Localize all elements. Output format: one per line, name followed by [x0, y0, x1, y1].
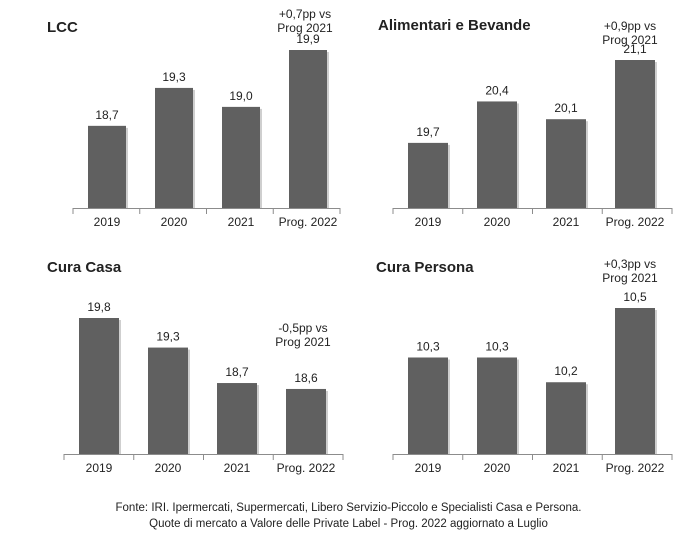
bar: [217, 383, 257, 454]
x-tick-label: Prog. 2022: [277, 461, 336, 475]
bar-chart-lcc: 18,7 2019 19,3 2020 19,0 2021 19,9 Prog. 2022: [72, 32, 341, 229]
bar-value-label: 18,7: [225, 365, 249, 379]
x-tick-label: 2020: [161, 215, 188, 229]
bar: [408, 142, 448, 208]
bar-value-label: 19,9: [296, 32, 320, 46]
bar-value-label: 10,3: [485, 339, 509, 353]
bar: [477, 101, 517, 208]
bar: [615, 60, 655, 208]
bar: [546, 382, 586, 454]
footnote-line-2: Quote di mercato a Valore delle Private …: [149, 518, 548, 530]
x-tick-label: 2021: [228, 215, 255, 229]
bar-chart-cura-persona: 10,3 2019 10,3 2020 10,2 2021 10,5 Prog. 2022: [392, 290, 673, 475]
bar-chart-cura-casa: 19,8 2019 19,3 2020 18,7 2021 18,6 Prog. 2022: [63, 300, 344, 475]
bar: [88, 125, 126, 208]
chart-annotation: +0,3pp vs Prog 2021: [602, 257, 658, 285]
bar-value-label: 18,7: [95, 108, 119, 122]
bar: [546, 119, 586, 208]
x-tick-label: 2020: [155, 461, 182, 475]
x-tick-label: 2020: [484, 215, 511, 229]
bar: [155, 87, 193, 208]
bar-value-label: 21,1: [623, 42, 647, 56]
x-tick-label: 2020: [484, 461, 511, 475]
chart-annotation: +0,9pp vs Prog 2021: [602, 19, 658, 47]
bar: [222, 106, 260, 208]
x-tick-label: 2019: [94, 215, 121, 229]
bar: [148, 347, 188, 454]
x-tick-label: 2019: [415, 215, 442, 229]
bar-value-label: 20,4: [485, 83, 509, 97]
chart-title: Cura Persona: [376, 259, 474, 276]
bar-value-label: 19,7: [416, 125, 440, 139]
bar-value-label: 18,6: [294, 371, 318, 385]
chart-annotation: +0,7pp vs Prog 2021: [277, 7, 333, 35]
x-tick-label: 2019: [86, 461, 113, 475]
footnote-line-1: Fonte: IRI. Ipermercati, Supermercati, L…: [115, 502, 582, 514]
bar: [79, 318, 119, 454]
x-tick-label: Prog. 2022: [279, 215, 338, 229]
bar-value-label: 19,8: [87, 300, 111, 314]
bar: [477, 357, 517, 454]
bar-value-label: 10,2: [554, 364, 578, 378]
chart-title: Alimentari e Bevande: [378, 17, 531, 34]
bar: [289, 50, 327, 208]
bar-value-label: 19,3: [162, 70, 186, 84]
bar: [286, 388, 326, 454]
bar-value-label: 19,3: [156, 330, 180, 344]
bar-value-label: 10,3: [416, 339, 440, 353]
x-tick-label: 2021: [553, 461, 580, 475]
chart-annotation: -0,5pp vs Prog 2021: [275, 321, 331, 349]
x-tick-label: 2021: [553, 215, 580, 229]
bar-value-label: 19,0: [229, 89, 253, 103]
bar: [615, 308, 655, 454]
source-footnote: Fonte: IRI. Ipermercati, Supermercati, L…: [0, 502, 697, 530]
chart-title: LCC: [47, 19, 78, 36]
bar: [408, 357, 448, 454]
x-tick-label: 2019: [415, 461, 442, 475]
bar-chart-alimentari-bevande: 19,7 2019 20,4 2020 20,1 2021 21,1 Prog. 2022: [392, 42, 673, 229]
bar-value-label: 10,5: [623, 290, 647, 304]
bar-value-label: 20,1: [554, 101, 578, 115]
x-tick-label: 2021: [224, 461, 251, 475]
x-tick-label: Prog. 2022: [606, 215, 665, 229]
x-tick-label: Prog. 2022: [606, 461, 665, 475]
chart-title: Cura Casa: [47, 259, 122, 276]
